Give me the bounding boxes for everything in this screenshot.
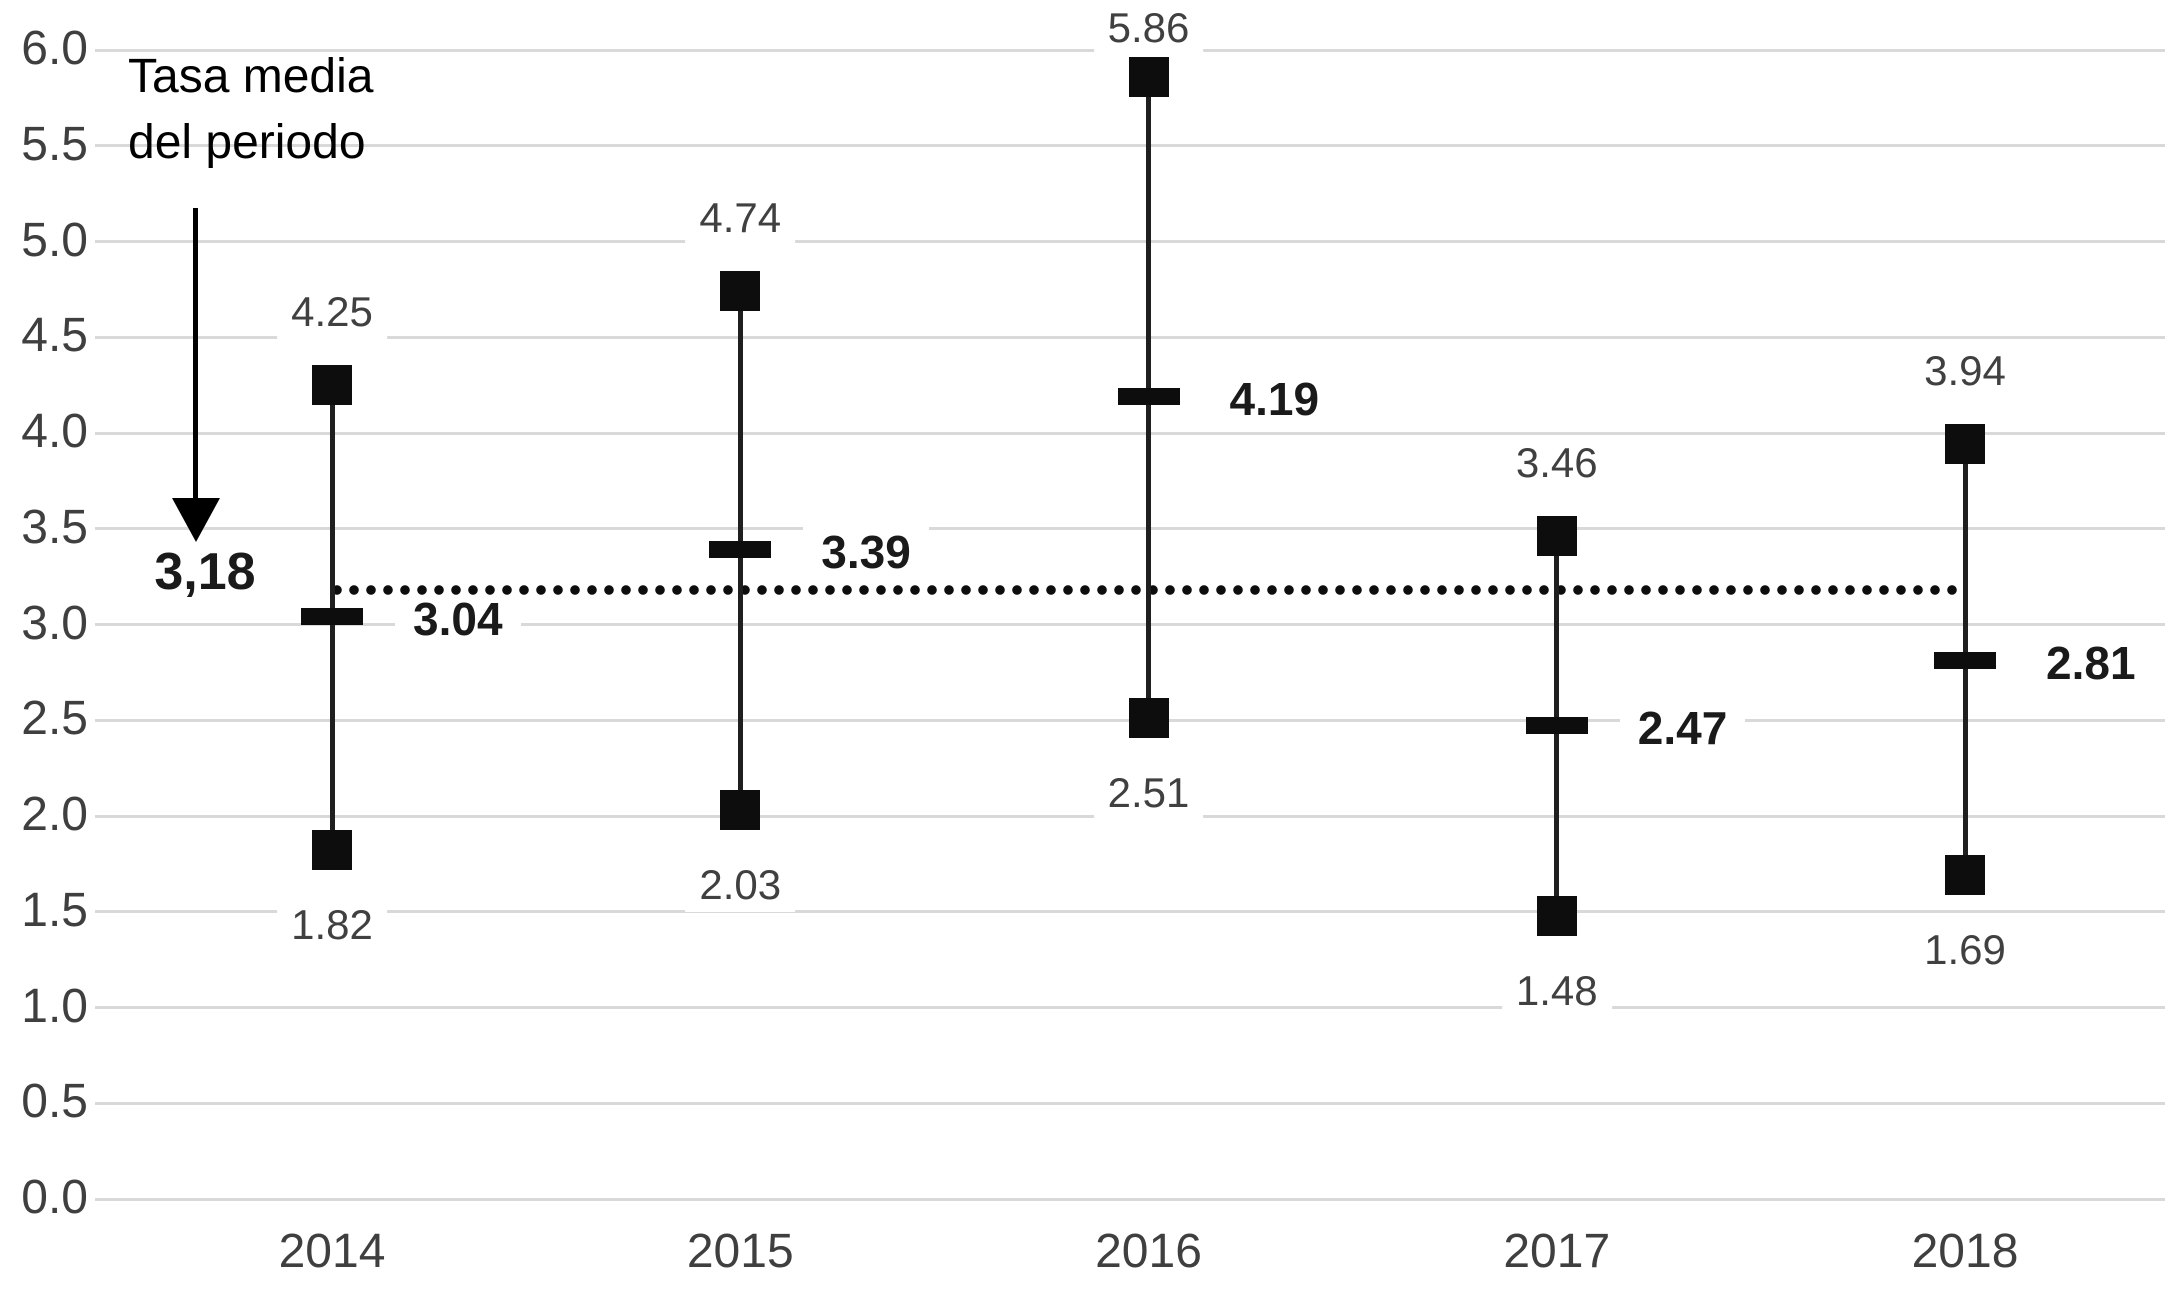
y-axis-tick-5.5: 5.5	[21, 117, 88, 171]
high-marker-2017	[1536, 516, 1577, 557]
gridline-4.0	[95, 431, 2165, 435]
y-axis-tick-0.5: 0.5	[21, 1075, 88, 1129]
x-axis-tick-2014: 2014	[278, 1225, 386, 1278]
mean-marker-2017	[1525, 717, 1588, 735]
annotation-tasa-media: Tasa media del periodo	[128, 44, 373, 176]
mean-label-2018: 2.81	[2028, 629, 2154, 696]
gridline-1.0	[95, 1006, 2165, 1009]
down-arrow-head-icon	[172, 498, 220, 542]
high-marker-2018	[1945, 424, 1985, 465]
x-axis-tick-2016: 2016	[1095, 1225, 1202, 1278]
y-axis-tick-2.0: 2.0	[21, 788, 88, 841]
high-label-2016: 5.86	[1093, 1, 1204, 55]
gridline-4.5	[95, 335, 2165, 339]
low-label-2017: 1.48	[1501, 963, 1612, 1018]
mean-label-2015: 3.39	[803, 518, 929, 585]
y-axis-tick-1.0: 1.0	[21, 979, 88, 1033]
gridline-5.5	[95, 144, 2165, 148]
y-axis-tick-2.5: 2.5	[21, 692, 88, 746]
x-axis-tick-2015: 2015	[686, 1225, 794, 1278]
low-marker-2015	[720, 790, 761, 831]
low-marker-2016	[1128, 698, 1169, 739]
mean-marker-2014	[301, 608, 363, 626]
mean-marker-2016	[1117, 388, 1180, 406]
y-axis-tick-3.5: 3.5	[21, 500, 88, 554]
annotation-line-1: Tasa media	[128, 50, 374, 103]
mean-label-2017: 2.47	[1619, 694, 1746, 761]
y-axis-tick-3.0: 3.0	[21, 596, 88, 650]
down-arrow-shaft	[193, 208, 198, 503]
low-label-2018: 1.69	[1910, 923, 2020, 978]
y-axis-tick-4.0: 4.0	[21, 405, 88, 458]
low-marker-2017	[1536, 895, 1577, 936]
high-marker-2015	[720, 271, 761, 312]
high-label-2014: 4.25	[277, 285, 387, 340]
mean-label-2014: 3.04	[395, 585, 521, 652]
gridline-1.5	[95, 910, 2165, 914]
gridline-3.0	[95, 623, 2165, 626]
high-label-2017: 3.46	[1501, 436, 1612, 491]
annotation-line-2: del periodo	[128, 116, 366, 169]
high-label-2015: 4.74	[685, 191, 796, 246]
gridline-0.0	[95, 1197, 2165, 1201]
low-label-2015: 2.03	[685, 858, 796, 913]
reference-line-value-label: 3,18	[146, 544, 264, 601]
x-axis-tick-2017: 2017	[1503, 1225, 1611, 1278]
low-label-2016: 2.51	[1093, 766, 1204, 821]
high-label-2018: 3.94	[1910, 344, 2020, 399]
y-axis-tick-1.5: 1.5	[21, 883, 88, 937]
low-label-2014: 1.82	[277, 898, 387, 953]
y-axis-tick-5.0: 5.0	[21, 213, 88, 267]
gridline-5.0	[95, 240, 2165, 243]
gridline-0.5	[95, 1101, 2165, 1105]
mean-label-2016: 4.19	[1211, 365, 1338, 432]
y-axis-tick-0.0: 0.0	[21, 1171, 88, 1224]
mean-marker-2015	[709, 541, 772, 559]
x-axis-tick-2018: 2018	[1911, 1225, 2019, 1278]
y-axis-tick-6.0: 6.0	[21, 22, 88, 75]
y-axis-tick-4.5: 4.5	[21, 309, 88, 363]
mean-marker-2018	[1934, 652, 1996, 670]
gridline-3.5	[95, 527, 2165, 531]
high-marker-2016	[1128, 56, 1169, 97]
high-marker-2014	[312, 365, 352, 406]
low-marker-2014	[312, 830, 352, 871]
low-marker-2018	[1945, 855, 1985, 896]
